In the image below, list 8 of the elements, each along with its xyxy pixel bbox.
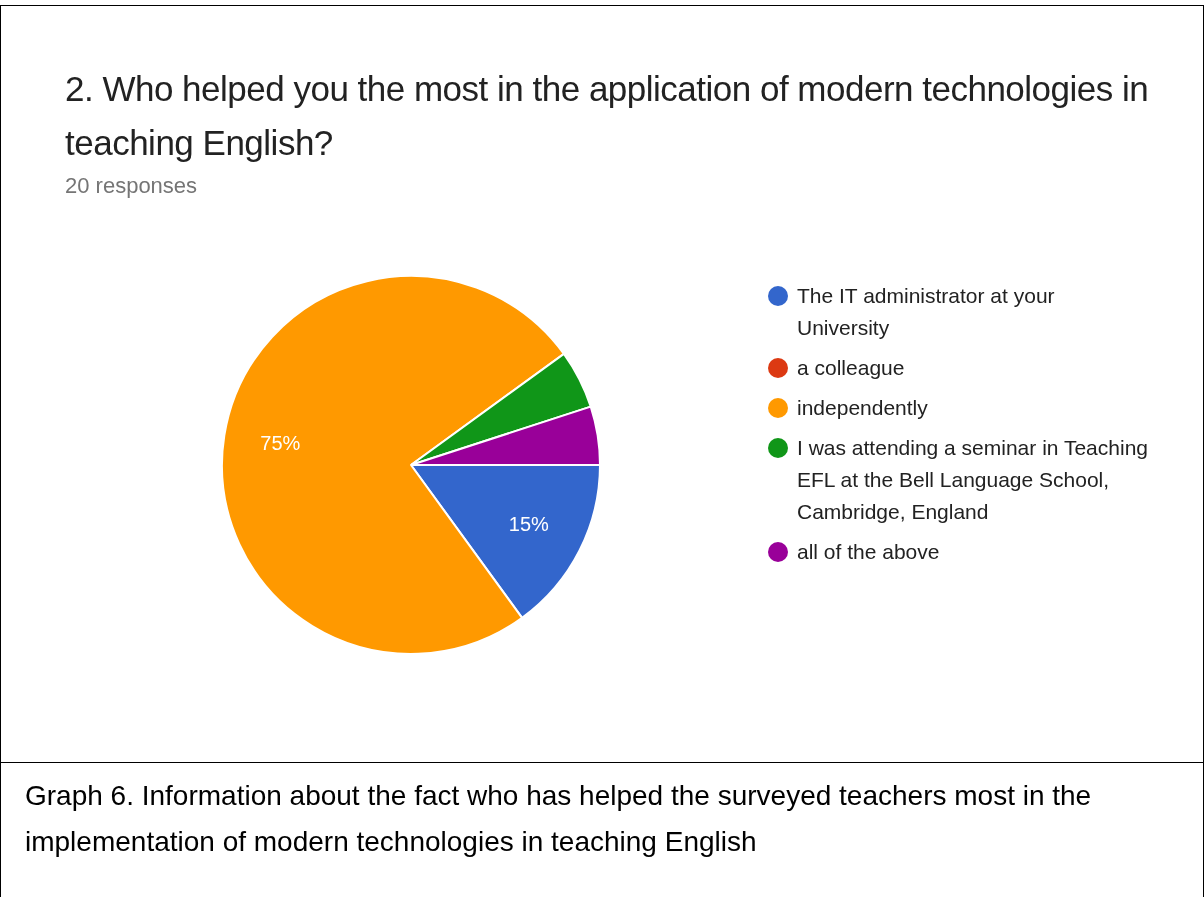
chart-subtitle: 20 responses [65, 173, 198, 199]
legend-label: all of the above [797, 539, 940, 565]
chart-title: 2. Who helped you the most in the application of modern technologies in teaching English? [65, 68, 1150, 164]
legend-label: a colleague [797, 355, 905, 381]
data-label: 75% [260, 431, 301, 454]
data-label: 15% [508, 512, 550, 535]
caption: Graph 6. Information about the fact who has helped the surveyed teachers most in the implementation of modern technologies in teaching English [24, 779, 1093, 859]
legend-label: independently [797, 395, 928, 421]
